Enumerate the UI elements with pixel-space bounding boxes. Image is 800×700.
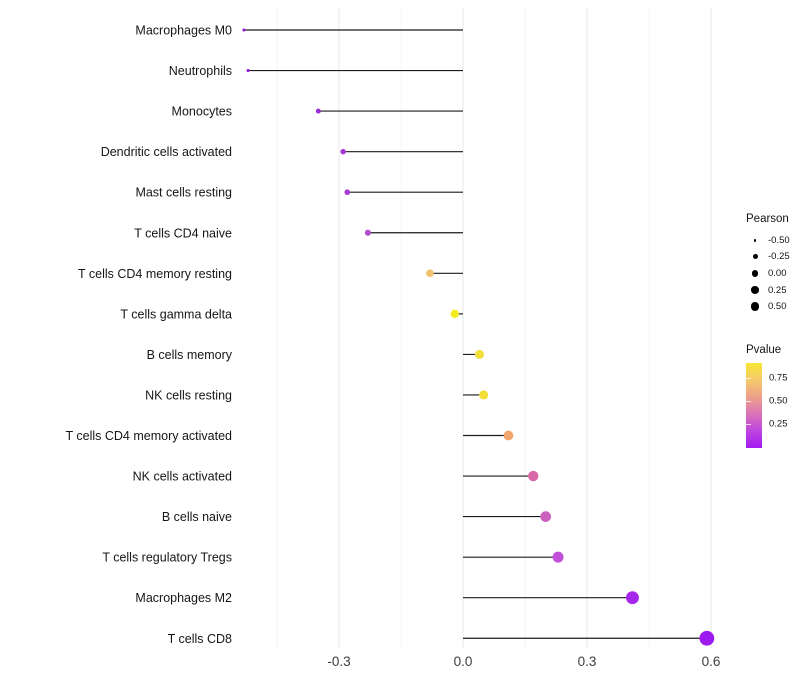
pvalue-legend-title: Pvalue — [746, 344, 782, 356]
pearson-size-legend: Pearson -0.50 -0.25 0.00 0.25 0.50 — [745, 213, 800, 315]
category-label: Neutrophils — [169, 64, 232, 78]
category-label: B cells memory — [147, 348, 233, 362]
category-label: B cells naive — [162, 510, 232, 524]
gradient-tick-label: 0.50 — [769, 395, 788, 407]
legend-entry-label: 0.50 — [768, 301, 787, 313]
legend-entry-label: -0.25 — [768, 251, 790, 263]
legend-entry-label: 0.00 — [768, 267, 787, 279]
size-dot-icon — [753, 238, 757, 242]
lollipop-dot — [626, 591, 639, 605]
lollipop-dot — [315, 108, 321, 114]
lollipop-dot — [552, 551, 564, 563]
category-label: T cells regulatory Tregs — [102, 551, 232, 565]
gradient-tick-label: 0.25 — [769, 418, 788, 430]
category-label: NK cells activated — [133, 470, 232, 484]
category-label: NK cells resting — [145, 388, 232, 402]
lollipop-dot — [242, 28, 246, 32]
legend-entry: -0.25 — [745, 249, 800, 266]
legend-entry: 0.50 — [745, 298, 800, 315]
lollipop-dot — [479, 390, 489, 400]
category-label: Macrophages M2 — [135, 591, 232, 605]
legend-entry: -0.50 — [745, 232, 800, 249]
legend-entry-label: 0.25 — [768, 284, 787, 296]
pearson-legend-title: Pearson — [746, 213, 789, 225]
lollipop-dot — [475, 349, 485, 359]
lollipop-dot — [450, 309, 459, 319]
size-dot-icon — [751, 270, 759, 277]
x-tick-label: -0.3 — [327, 654, 350, 669]
category-label: Mast cells resting — [135, 186, 232, 200]
category-label: T cells CD4 memory resting — [78, 267, 232, 281]
size-dot-icon — [751, 286, 759, 294]
lollipop-dot — [340, 148, 346, 155]
category-label: T cells CD8 — [168, 632, 232, 646]
category-label: T cells CD4 naive — [134, 226, 232, 240]
size-dot-icon — [752, 254, 758, 260]
lollipop-dot — [699, 630, 715, 646]
category-label: T cells gamma delta — [120, 307, 232, 321]
lollipop-dot — [246, 68, 250, 73]
pvalue-gradient-bar — [746, 363, 762, 448]
lollipop-dot — [364, 229, 372, 236]
lollipop-dot — [344, 189, 351, 196]
lollipop-dot — [426, 269, 434, 278]
legend-entry-label: -0.50 — [768, 234, 790, 246]
category-label: T cells CD4 memory activated — [66, 429, 233, 443]
x-tick-label: 0.6 — [702, 654, 721, 669]
pvalue-color-legend: Pvalue 0.75 0.50 0.25 — [745, 344, 800, 448]
size-dot-icon — [750, 302, 760, 311]
lollipop-dot — [503, 430, 514, 441]
gradient-tick — [746, 401, 751, 402]
lollipop-dot — [540, 511, 552, 522]
pvalue-gradient-wrap: 0.75 0.50 0.25 — [745, 363, 800, 448]
gradient-tick — [746, 424, 751, 425]
gradient-tick — [746, 378, 751, 379]
lollipop-dot — [528, 470, 539, 482]
legend-entry: 0.00 — [745, 265, 800, 282]
x-tick-label: 0.0 — [454, 654, 473, 669]
category-label: Monocytes — [172, 105, 232, 119]
legend-entry: 0.25 — [745, 282, 800, 299]
x-tick-label: 0.3 — [578, 654, 597, 669]
category-label: Macrophages M0 — [135, 24, 232, 38]
category-label: Dendritic cells activated — [101, 145, 232, 159]
gradient-tick-label: 0.75 — [769, 372, 788, 384]
